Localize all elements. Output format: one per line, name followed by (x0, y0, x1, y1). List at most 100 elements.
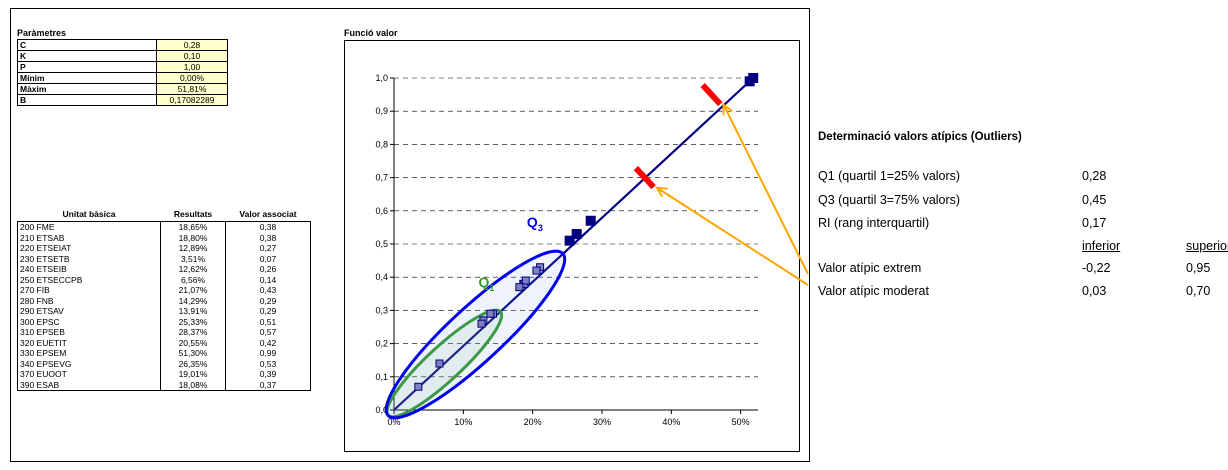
table-row: 240 ETSEIB 12,62% 0,26 (17, 264, 311, 275)
y-tick-label: 0,3 (375, 305, 388, 315)
unit-result: 51,30% (160, 348, 226, 359)
unit-name: 220 ETSEIAT (17, 243, 161, 254)
col-header-unit: Unitat bàsica (17, 207, 161, 222)
table-row: 320 EUETIT 20,55% 0,42 (17, 337, 311, 348)
table-row: 370 EUOOT 19,01% 0,39 (17, 369, 311, 380)
q3-value: 0,45 (1082, 193, 1107, 207)
unit-result: 21,07% (160, 285, 226, 296)
y-tick-label: 0,6 (375, 206, 388, 216)
unit-value: 0,07 (225, 253, 311, 264)
unit-value: 0,38 (225, 232, 311, 243)
unit-name: 320 EUETIT (17, 337, 161, 348)
params-title: Paràmetres (17, 28, 67, 38)
param-value: 0,17082289 (156, 94, 228, 106)
param-row: B 0,17082289 (17, 94, 228, 106)
col-inferior: inferior (1082, 239, 1121, 253)
quartile-subscript: 3 (538, 223, 543, 233)
data-point (477, 319, 486, 328)
unit-result: 18,80% (160, 232, 226, 243)
col-header-value: Valor associat (225, 207, 311, 222)
outliers-panel: Determinació valors atípics (Outliers) Q… (818, 131, 1228, 311)
table-row: 210 ETSAB 18,80% 0,38 (17, 232, 311, 243)
unit-result: 12,62% (160, 264, 226, 275)
x-tick-label: 10% (454, 417, 472, 427)
table-row: 280 FNB 14,29% 0,29 (17, 295, 311, 306)
data-point (532, 266, 541, 275)
unit-result: 12,89% (160, 243, 226, 254)
table-row: 220 ETSEIAT 12,89% 0,27 (17, 243, 311, 254)
x-tick-label: 0% (387, 417, 400, 427)
chart-area (344, 40, 800, 452)
unit-name: 210 ETSAB (17, 232, 161, 243)
extrem-label: Valor atípic extrem (818, 261, 922, 275)
unit-result: 3,51% (160, 253, 226, 264)
unit-value: 0,29 (225, 295, 311, 306)
chart-title: Funció valor (344, 28, 398, 38)
unit-result: 18,08% (160, 379, 226, 391)
y-tick-label: 0,2 (375, 339, 388, 349)
outliers-title: Determinació valors atípics (Outliers) (818, 131, 1022, 143)
unit-value: 0,14 (225, 274, 311, 285)
table-row: 340 EPSEVG 26,35% 0,53 (17, 358, 311, 369)
unit-result: 20,55% (160, 337, 226, 348)
table-row: 300 EPSC 25,33% 0,51 (17, 316, 311, 327)
table-row: 310 EPSEB 28,37% 0,57 (17, 327, 311, 338)
unit-value: 0,39 (225, 369, 311, 380)
table-row: 390 ESAB 18,08% 0,37 (17, 379, 311, 391)
moderat-inferior: 0,03 (1082, 284, 1107, 298)
table-row: 250 ETSECCPB 6,56% 0,14 (17, 274, 311, 285)
data-point (585, 215, 596, 226)
data-point (435, 359, 444, 368)
outlier-arrow (723, 105, 809, 275)
quartile-label-q3: Q3 (527, 214, 543, 233)
ri-label: RI (rang interquartil) (818, 216, 930, 230)
y-tick-label: 1,0 (375, 73, 388, 83)
unit-name: 290 ETSAV (17, 306, 161, 317)
x-tick-label: 40% (662, 417, 680, 427)
unit-name: 300 EPSC (17, 316, 161, 327)
table-row: 290 ETSAV 13,91% 0,29 (17, 306, 311, 317)
unit-name: 390 ESAB (17, 379, 161, 391)
x-tick-label: 50% (732, 417, 750, 427)
params-table: C 0,28 K 0,10 P 1,00 Mínim 0,00% Màxim 51,81% B 0,1… (17, 39, 228, 106)
data-point (486, 309, 495, 318)
data-point (571, 229, 582, 240)
quartile-subscript: 1 (489, 283, 494, 293)
col-header-results: Resultats (160, 207, 226, 222)
unit-result: 18,65% (160, 221, 226, 233)
unit-name: 270 FIB (17, 285, 161, 296)
unit-result: 14,29% (160, 295, 226, 306)
x-tick-label: 20% (524, 417, 542, 427)
unit-result: 6,56% (160, 274, 226, 285)
unit-value: 0,26 (225, 264, 311, 275)
y-tick-label: 0,7 (375, 173, 388, 183)
q1-label: Q1 (quartil 1=25% valors) (818, 169, 961, 183)
quartile-ellipse-q3 (384, 249, 567, 420)
unit-value: 0,43 (225, 285, 311, 296)
outlier-threshold-marker (700, 83, 723, 107)
outlier-arrow (657, 188, 809, 286)
unit-name: 250 ETSECCPB (17, 274, 161, 285)
y-tick-label: 0,4 (375, 272, 388, 282)
unit-result: 25,33% (160, 316, 226, 327)
unit-name: 340 EPSEVG (17, 358, 161, 369)
table-row: 200 FME 18,65% 0,38 (17, 221, 311, 233)
q1-value: 0,28 (1082, 169, 1107, 183)
y-tick-label: 0,9 (375, 106, 388, 116)
y-tick-label: 0,1 (375, 372, 388, 382)
y-tick-label: 0,0 (375, 405, 388, 415)
param-row: P 1,00 (17, 61, 228, 73)
q3-label: Q3 (quartil 3=75% valors) (818, 193, 961, 207)
data-point (515, 283, 524, 292)
data-point (521, 276, 530, 285)
unit-value: 0,51 (225, 316, 311, 327)
unit-value: 0,99 (225, 348, 311, 359)
unit-value: 0,38 (225, 221, 311, 233)
unit-name: 310 EPSEB (17, 327, 161, 338)
moderat-label: Valor atípic moderat (818, 284, 929, 298)
data-point (564, 235, 575, 246)
unit-name: 370 EUOOT (17, 369, 161, 380)
unit-name: 200 FME (17, 221, 161, 233)
y-tick-label: 0,5 (375, 239, 388, 249)
